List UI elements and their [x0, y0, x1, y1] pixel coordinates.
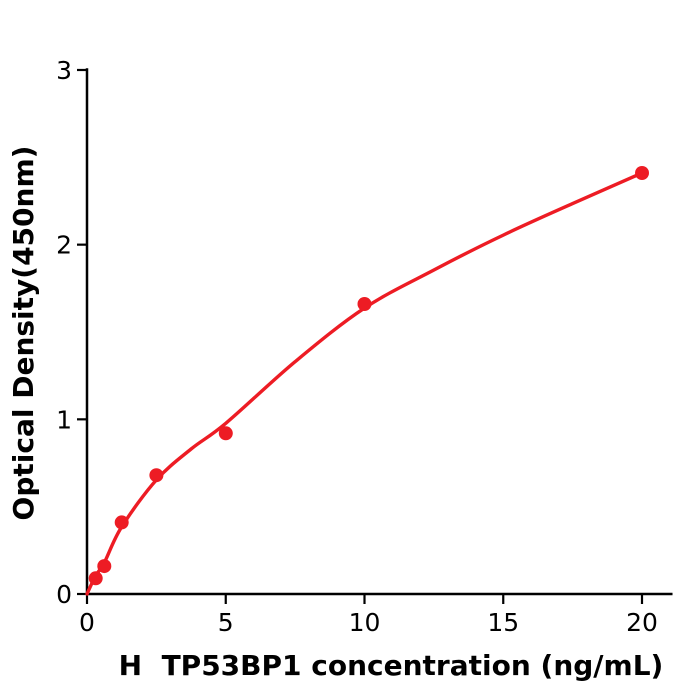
x-tick-label: 5	[218, 608, 234, 637]
data-point	[114, 515, 129, 530]
data-point	[357, 297, 372, 311]
y-tick-label: 1	[56, 405, 72, 434]
data-point	[635, 166, 649, 180]
fit-curve	[85, 171, 644, 596]
x-tick-label: 10	[349, 608, 381, 637]
x-tick-label: 0	[79, 608, 95, 637]
data-points-layer	[88, 166, 649, 586]
data-point	[97, 559, 112, 574]
x-axis-title: H TP53BP1 concentration (ng/mL)	[119, 649, 664, 682]
y-tick-label: 3	[56, 56, 72, 85]
data-point	[88, 571, 103, 586]
x-tick-label: 15	[487, 608, 519, 637]
x-tick-label: 20	[626, 608, 658, 637]
axis-ticks	[77, 68, 644, 604]
y-tick-label: 0	[56, 580, 72, 609]
y-tick-label: 2	[56, 231, 72, 260]
y-axis-title: Optical Density(450nm)	[7, 146, 40, 521]
axes-spines	[85, 68, 673, 596]
data-point	[149, 468, 164, 483]
axis-tick-labels: 0 5 10 15 20 0 1 2 3	[56, 56, 658, 637]
fit-curve-layer	[85, 171, 644, 596]
data-point	[218, 426, 233, 441]
